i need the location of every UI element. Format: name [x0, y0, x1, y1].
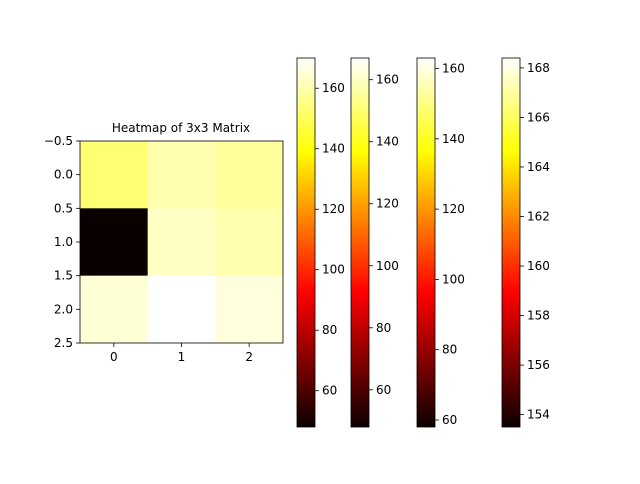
colorbar-gradient [502, 58, 520, 427]
colorbar-tick-label: 160 [442, 62, 465, 76]
colorbar-tick-label: 166 [527, 110, 550, 124]
colorbar-tick-label: 120 [322, 202, 345, 216]
colorbar-tick-label: 160 [376, 73, 399, 87]
colorbar-tick-label: 164 [527, 160, 550, 174]
y-tick-label: 0.5 [54, 201, 73, 215]
colorbar: 60 80 100 120 140 160 [350, 57, 399, 428]
x-tick-label: 2 [245, 350, 253, 364]
y-tick-label: −0.5 [44, 134, 73, 148]
colorbar-tick-label: 80 [442, 343, 457, 357]
colorbar: 154 156 158 160 162 164 166 168 [501, 57, 550, 428]
colorbar-tick-label: 168 [527, 61, 550, 75]
y-tick-label: 1.0 [54, 235, 73, 249]
heatmap-cell [80, 275, 149, 344]
colorbar: 60 80 100 120 140 160 [296, 57, 345, 428]
y-tick-label: 2.0 [54, 302, 73, 316]
colorbar-tick-label: 100 [376, 259, 399, 273]
colorbar-tick-label: 60 [376, 383, 391, 397]
colorbar-tick-label: 60 [322, 384, 337, 398]
colorbar-tick-label: 160 [322, 81, 345, 95]
colorbar-gradient [417, 58, 435, 427]
colorbar: 60 80 100 120 140 160 [416, 57, 465, 428]
heatmap-cell [147, 208, 216, 277]
colorbar-tick-label: 100 [322, 263, 345, 277]
heatmap-cell [147, 275, 216, 344]
colorbar-gradient [351, 58, 369, 427]
heatmap-cell [80, 141, 149, 209]
colorbar-frame [296, 57, 316, 428]
colorbar-tick-label: 120 [376, 197, 399, 211]
heatmap-cell [215, 208, 284, 277]
heatmap-cell [80, 208, 149, 277]
colorbar-tick-label: 160 [527, 259, 550, 273]
heatmap-cell [215, 275, 284, 344]
y-tick-label: 1.5 [54, 269, 73, 283]
colorbar-frame [501, 57, 521, 428]
colorbar-tick-label: 60 [442, 413, 457, 427]
colorbar-frame [350, 57, 370, 428]
colorbar-gradient [297, 58, 315, 427]
colorbar-tick-label: 120 [442, 202, 465, 216]
colorbar-tick-label: 154 [527, 408, 550, 422]
y-tick-label: 0.0 [54, 168, 73, 182]
colorbar-tick-label: 100 [442, 272, 465, 286]
colorbar-tick-label: 80 [322, 323, 337, 337]
x-tick-label: 1 [178, 350, 186, 364]
colorbar-frame [416, 57, 436, 428]
heatmap-cell [215, 141, 284, 209]
colorbar-tick-label: 162 [527, 209, 550, 223]
colorbar-tick-label: 80 [376, 321, 391, 335]
x-tick-label: 0 [110, 350, 118, 364]
colorbar-tick-label: 156 [527, 358, 550, 372]
colorbar-tick-label: 140 [442, 132, 465, 146]
y-tick-label: 2.5 [54, 336, 73, 350]
chart-title: Heatmap of 3x3 Matrix [112, 121, 250, 135]
heatmap-cell [147, 141, 216, 209]
colorbar-tick-label: 158 [527, 309, 550, 323]
colorbar-tick-label: 140 [322, 142, 345, 156]
colorbar-tick-label: 140 [376, 135, 399, 149]
